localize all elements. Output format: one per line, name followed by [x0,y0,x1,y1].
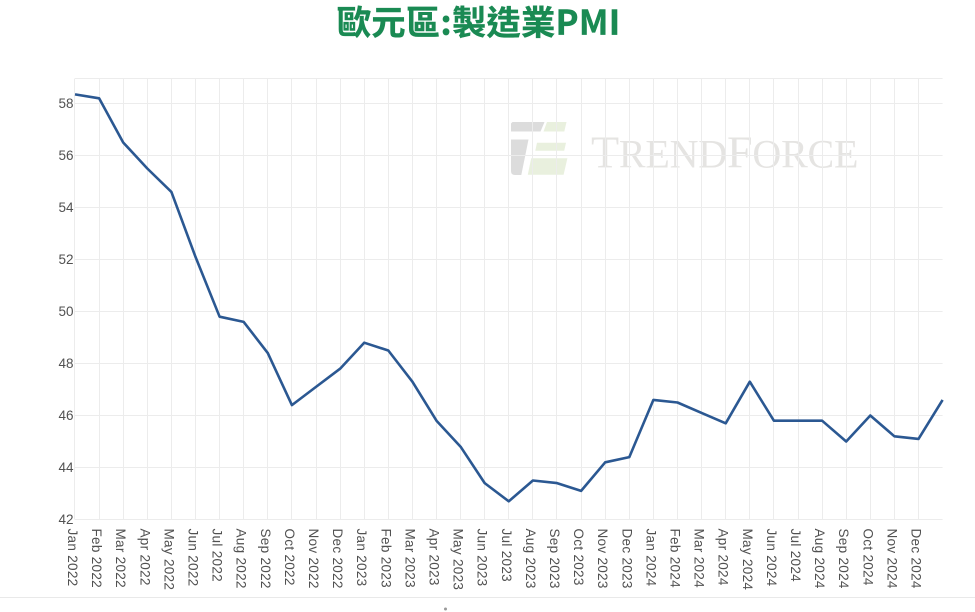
svg-text:42: 42 [58,512,73,527]
svg-text:56: 56 [58,148,73,163]
svg-text:Aug 2024: Aug 2024 [812,529,827,589]
svg-text:50: 50 [58,304,73,319]
svg-text:44: 44 [58,460,74,475]
svg-text:TRENDFORCE: TRENDFORCE [591,127,858,178]
svg-text:Mar 2022: Mar 2022 [113,529,128,588]
svg-text:May 2022: May 2022 [161,529,176,591]
svg-text:54: 54 [58,200,74,215]
svg-text:Jul 2023: Jul 2023 [499,529,514,582]
svg-text:Nov 2024: Nov 2024 [884,529,899,589]
svg-text:Apr 2022: Apr 2022 [137,529,152,586]
svg-text:Aug 2023: Aug 2023 [523,529,538,589]
svg-text:Sep 2024: Sep 2024 [836,529,851,589]
svg-text:Mar 2023: Mar 2023 [402,529,417,588]
svg-text:Sep 2022: Sep 2022 [258,529,273,589]
svg-text:Oct 2022: Oct 2022 [282,529,297,586]
svg-text:Jul 2024: Jul 2024 [788,529,803,583]
svg-text:Sep 2023: Sep 2023 [547,529,562,589]
svg-text:May 2024: May 2024 [740,529,755,591]
svg-text:48: 48 [58,356,73,371]
svg-text:Jun 2022: Jun 2022 [186,529,201,587]
svg-text:Jul 2022: Jul 2022 [210,529,225,582]
svg-text:46: 46 [58,408,73,423]
svg-text:Mar 2024: Mar 2024 [692,529,707,589]
svg-text:Oct 2024: Oct 2024 [860,529,875,586]
svg-text:Jan 2022: Jan 2022 [65,529,80,587]
svg-text:Dec 2022: Dec 2022 [330,529,345,589]
svg-text:Nov 2023: Nov 2023 [595,529,610,589]
svg-text:Dec 2023: Dec 2023 [619,529,634,589]
svg-text:Jan 2023: Jan 2023 [354,529,369,587]
svg-text:Nov 2022: Nov 2022 [306,529,321,589]
svg-text:Feb 2024: Feb 2024 [668,529,683,589]
svg-text:58: 58 [58,96,73,111]
svg-text:Jan 2024: Jan 2024 [643,529,658,587]
svg-text:May 2023: May 2023 [451,529,466,591]
svg-text:Aug 2022: Aug 2022 [234,529,249,589]
svg-text:Apr 2023: Apr 2023 [427,529,442,586]
svg-text:Oct 2023: Oct 2023 [571,529,586,586]
svg-text:Feb 2022: Feb 2022 [89,529,104,588]
svg-text:52: 52 [58,252,73,267]
svg-text:Apr 2024: Apr 2024 [716,529,731,586]
svg-text:Dec 2024: Dec 2024 [909,529,924,589]
svg-text:Jun 2023: Jun 2023 [475,529,490,587]
svg-text:Feb 2023: Feb 2023 [378,529,393,588]
svg-text:Jun 2024: Jun 2024 [764,529,779,587]
